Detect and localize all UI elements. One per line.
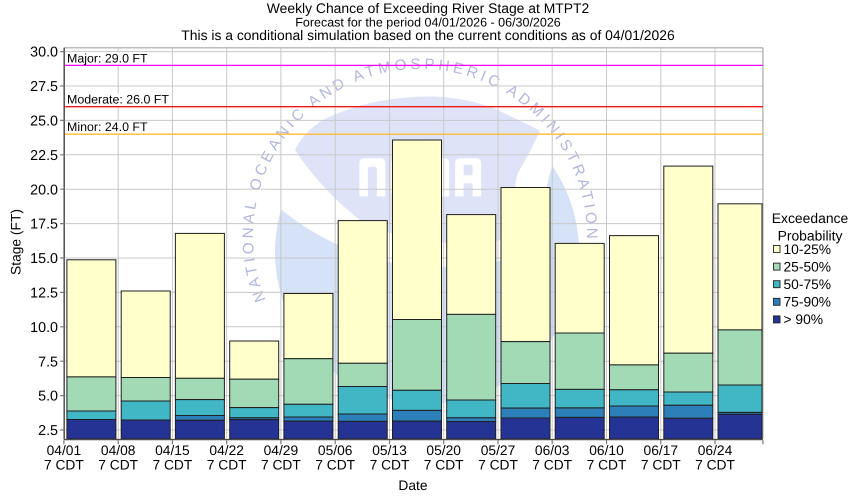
svg-text:05/13: 05/13 — [372, 443, 407, 458]
svg-text:Exceedance: Exceedance — [772, 210, 849, 226]
svg-text:This is a conditional simulati: This is a conditional simulation based o… — [181, 27, 675, 43]
svg-text:7.5: 7.5 — [38, 354, 58, 370]
svg-text:05/20: 05/20 — [426, 443, 461, 458]
svg-text:Moderate: 26.0 FT: Moderate: 26.0 FT — [67, 93, 169, 107]
svg-text:7 CDT: 7 CDT — [478, 458, 518, 473]
svg-text:7 CDT: 7 CDT — [532, 458, 572, 473]
svg-text:2.5: 2.5 — [38, 423, 58, 439]
svg-text:05/06: 05/06 — [318, 443, 353, 458]
svg-text:05/27: 05/27 — [481, 443, 516, 458]
svg-text:5.0: 5.0 — [38, 389, 58, 405]
svg-text:17.5: 17.5 — [30, 217, 58, 233]
svg-text:7 CDT: 7 CDT — [98, 458, 138, 473]
svg-text:22.5: 22.5 — [30, 148, 58, 164]
svg-text:Major: 29.0 FT: Major: 29.0 FT — [67, 51, 148, 65]
svg-text:> 90%: > 90% — [784, 312, 824, 327]
svg-text:7 CDT: 7 CDT — [44, 458, 84, 473]
svg-text:Forecast for the period 04/01/: Forecast for the period 04/01/2026 - 06/… — [295, 16, 561, 30]
svg-text:20.0: 20.0 — [30, 182, 58, 198]
svg-text:15.0: 15.0 — [30, 251, 58, 267]
svg-text:7 CDT: 7 CDT — [370, 458, 410, 473]
svg-text:Stage (FT): Stage (FT) — [9, 209, 24, 275]
svg-text:75-90%: 75-90% — [784, 295, 832, 310]
svg-text:10.0: 10.0 — [30, 320, 58, 336]
svg-text:7 CDT: 7 CDT — [315, 458, 355, 473]
svg-text:Probability: Probability — [778, 228, 843, 244]
svg-text:7 CDT: 7 CDT — [641, 458, 681, 473]
svg-text:7 CDT: 7 CDT — [587, 458, 627, 473]
svg-text:Minor: 24.0 FT: Minor: 24.0 FT — [67, 120, 148, 134]
svg-text:10-25%: 10-25% — [784, 242, 832, 257]
svg-text:25-50%: 25-50% — [784, 259, 832, 274]
svg-text:7 CDT: 7 CDT — [152, 458, 192, 473]
svg-text:04/15: 04/15 — [155, 443, 190, 458]
svg-text:30.0: 30.0 — [30, 45, 58, 61]
svg-text:7 CDT: 7 CDT — [261, 458, 301, 473]
svg-text:06/17: 06/17 — [644, 443, 679, 458]
svg-text:7 CDT: 7 CDT — [424, 458, 464, 473]
svg-text:06/24: 06/24 — [698, 443, 733, 458]
svg-text:Weekly Chance of Exceeding Riv: Weekly Chance of Exceeding River Stage a… — [267, 0, 590, 16]
svg-text:27.5: 27.5 — [30, 79, 58, 95]
svg-text:7 CDT: 7 CDT — [695, 458, 735, 473]
svg-text:04/01: 04/01 — [47, 443, 82, 458]
svg-text:25.0: 25.0 — [30, 114, 58, 130]
svg-text:04/08: 04/08 — [101, 443, 136, 458]
svg-text:04/22: 04/22 — [209, 443, 244, 458]
svg-text:06/10: 06/10 — [589, 443, 624, 458]
svg-text:06/03: 06/03 — [535, 443, 570, 458]
svg-text:50-75%: 50-75% — [784, 277, 832, 292]
svg-text:04/29: 04/29 — [264, 443, 299, 458]
svg-text:7 CDT: 7 CDT — [207, 458, 247, 473]
svg-text:Date: Date — [398, 478, 427, 493]
svg-text:12.5: 12.5 — [30, 286, 58, 302]
